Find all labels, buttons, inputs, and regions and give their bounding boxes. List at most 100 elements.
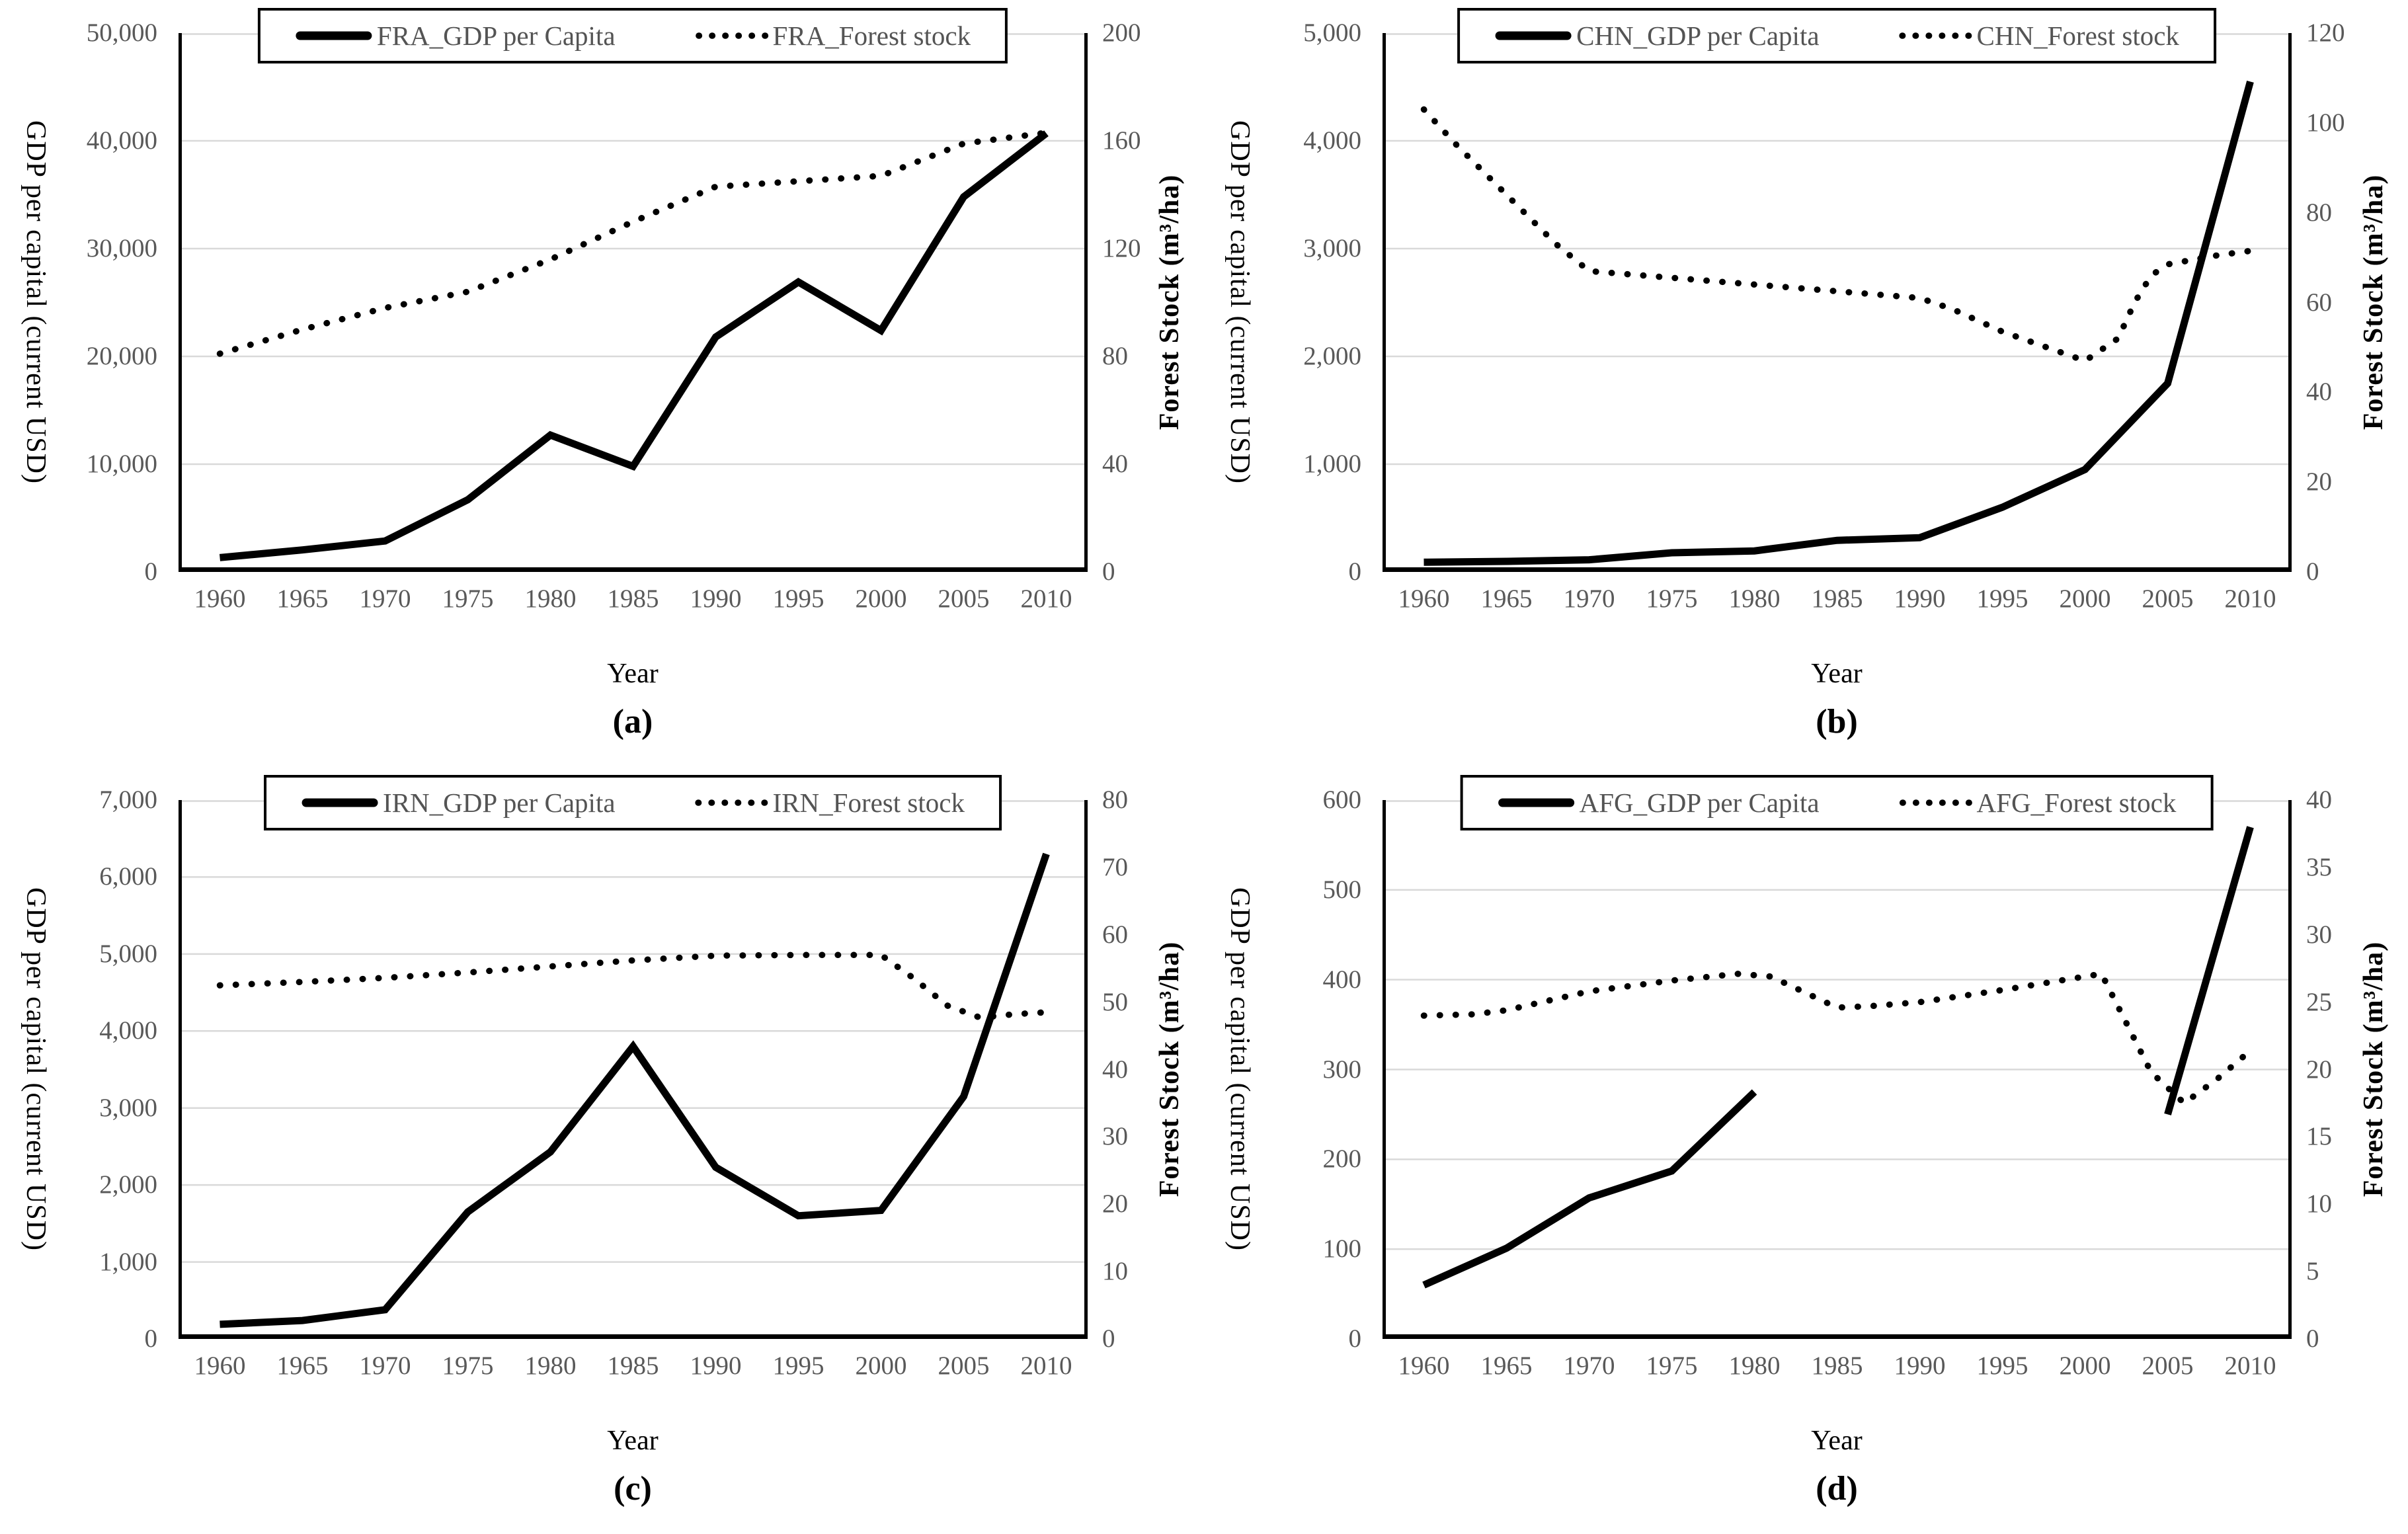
x-axis-tick-label: 1970 <box>1563 585 1615 613</box>
right-axis-tick-label: 0 <box>1102 1324 1115 1353</box>
right-axis-tick-label: 0 <box>1102 557 1115 586</box>
x-axis-tick-label: 2005 <box>2142 1352 2194 1380</box>
x-axis-title: Year <box>1811 1426 1863 1456</box>
right-axis-tick-label: 40 <box>2306 786 2332 814</box>
legend-entry-gdp: CHN_GDP per Capita <box>1494 20 1820 52</box>
legend-label-gdp: IRN_GDP per Capita <box>383 787 616 818</box>
x-axis-tick-label: 1965 <box>1480 1352 1533 1380</box>
right-axis-tick-label: 80 <box>1102 342 1128 370</box>
legend-entry-forest: CHN_Forest stock <box>1899 20 2179 52</box>
plot-area <box>1383 800 2292 1339</box>
right-axis-title: Forest Stock (m³/ha) <box>2358 941 2389 1197</box>
x-axis-tick-label: 2010 <box>2224 1352 2276 1380</box>
right-axis-tick-label: 60 <box>1102 920 1128 949</box>
solid-line-swatch-icon <box>1498 798 1575 807</box>
x-axis-tick-label: 2010 <box>1020 1352 1072 1380</box>
legend-entry-gdp: IRN_GDP per Capita <box>301 787 616 819</box>
x-axis-tick-label: 2010 <box>2224 585 2276 613</box>
left-axis-tick-label: 0 <box>144 557 158 586</box>
x-axis-tick-label: 1995 <box>1976 585 2028 613</box>
x-axis-tick-label: 1975 <box>442 585 494 613</box>
x-axis-tick-label: 2005 <box>938 1352 990 1380</box>
right-axis-tick-label: 15 <box>2306 1122 2332 1151</box>
x-axis-tick-label: 1970 <box>1563 1352 1615 1380</box>
left-axis-tick-label: 7,000 <box>99 786 157 814</box>
right-axis-tick-label: 80 <box>2306 198 2332 227</box>
solid-line-swatch-icon <box>1495 31 1572 40</box>
right-axis-tick-label: 50 <box>1102 987 1128 1016</box>
x-axis-tick-label: 1960 <box>1398 585 1450 613</box>
right-axis-tick-label: 160 <box>1102 126 1141 155</box>
right-axis-tick-label: 70 <box>1102 852 1128 881</box>
plot-area <box>179 33 1088 572</box>
gdp-per-capita-line <box>1422 1089 1757 1289</box>
legend-entry-forest: FRA_Forest stock <box>695 20 971 52</box>
legend-label-gdp: FRA_GDP per Capita <box>376 20 616 51</box>
left-axis-tick-label: 0 <box>1348 557 1362 586</box>
left-axis-title: GDP per capital (current USD) <box>1224 120 1255 484</box>
x-axis-tick-label: 1960 <box>194 585 246 613</box>
right-axis-tick-label: 10 <box>2306 1190 2332 1219</box>
legend-label-gdp: CHN_GDP per Capita <box>1576 20 1820 51</box>
legend: CHN_GDP per Capita CHN_Forest stock <box>1457 8 2216 63</box>
panel-label: (c) <box>614 1470 652 1508</box>
legend-label-gdp: AFG_GDP per Capita <box>1579 787 1820 818</box>
left-axis-title: GDP per capital (current USD) <box>20 887 51 1251</box>
left-axis-tick-label: 0 <box>144 1324 158 1353</box>
right-axis-title: Forest Stock (m³/ha) <box>1154 941 1185 1197</box>
x-axis-tick-label: 1990 <box>1894 1352 1946 1380</box>
x-axis-title: Year <box>1811 659 1863 689</box>
legend-label-forest: CHN_Forest stock <box>1976 20 2179 51</box>
right-axis-tick-label: 100 <box>2306 108 2345 137</box>
x-axis-tick-label: 1960 <box>194 1352 246 1380</box>
right-axis-tick-label: 25 <box>2306 987 2332 1016</box>
right-axis-tick-label: 80 <box>1102 786 1128 814</box>
x-axis-tick-label: 1965 <box>1480 585 1533 613</box>
legend-entry-gdp: AFG_GDP per Capita <box>1498 787 1820 819</box>
gdp-per-capita-line <box>219 130 1049 561</box>
legend-label-forest: AFG_Forest stock <box>1976 787 2177 818</box>
forest-stock-line <box>216 951 1050 1021</box>
right-axis-tick-label: 20 <box>2306 467 2332 497</box>
legend-label-forest: IRN_Forest stock <box>772 787 965 818</box>
x-axis-title: Year <box>607 659 659 689</box>
x-axis-tick-label: 1960 <box>1398 1352 1450 1380</box>
legend: AFG_GDP per Capita AFG_Forest stock <box>1460 775 2214 830</box>
x-axis-tick-label: 1965 <box>276 585 329 613</box>
right-axis-tick-label: 120 <box>1102 234 1141 262</box>
right-axis-tick-label: 30 <box>2306 920 2332 949</box>
x-axis-tick-label: 1995 <box>1976 1352 2028 1380</box>
panel-label: (b) <box>1816 703 1858 741</box>
right-axis-tick-label: 200 <box>1102 19 1141 47</box>
gdp-per-capita-line <box>2164 826 2254 1115</box>
left-axis-tick-label: 600 <box>1322 786 1362 814</box>
legend-entry-gdp: FRA_GDP per Capita <box>295 20 616 52</box>
left-axis-tick-label: 5,000 <box>1303 19 1361 47</box>
x-axis-tick-label: 2005 <box>2142 585 2194 613</box>
x-axis-tick-label: 2000 <box>855 1352 907 1380</box>
legend-entry-forest: AFG_Forest stock <box>1899 787 2177 819</box>
left-axis-tick-label: 50,000 <box>86 19 157 47</box>
x-axis-tick-label: 1980 <box>524 1352 577 1380</box>
forest-stock-line <box>1420 106 2254 365</box>
right-axis-tick-label: 5 <box>2306 1257 2319 1286</box>
x-axis-tick-label: 2000 <box>2059 1352 2111 1380</box>
left-axis-title: GDP per capital (current USD) <box>20 120 51 484</box>
x-axis-tick-label: 1995 <box>772 1352 824 1380</box>
panel-label: (d) <box>1816 1470 1858 1508</box>
x-axis-tick-label: 1965 <box>276 1352 329 1380</box>
right-axis-tick-label: 20 <box>1102 1190 1128 1219</box>
right-axis-tick-label: 40 <box>2306 378 2332 407</box>
x-axis-tick-label: 1985 <box>607 1352 659 1380</box>
legend-entry-forest: IRN_Forest stock <box>695 787 965 819</box>
right-axis-tick-label: 30 <box>1102 1122 1128 1151</box>
legend: IRN_GDP per Capita IRN_Forest stock <box>264 775 1002 830</box>
chart-panel-afg: GDP per capital (current USD) Forest Sto… <box>1204 767 2408 1534</box>
right-axis-tick-label: 0 <box>2306 1324 2319 1353</box>
legend-label-forest: FRA_Forest stock <box>772 20 971 51</box>
x-axis-tick-label: 1990 <box>690 585 742 613</box>
forest-stock-line <box>1420 970 2254 1108</box>
x-axis-tick-label: 1985 <box>607 585 659 613</box>
plot-area <box>179 800 1088 1339</box>
